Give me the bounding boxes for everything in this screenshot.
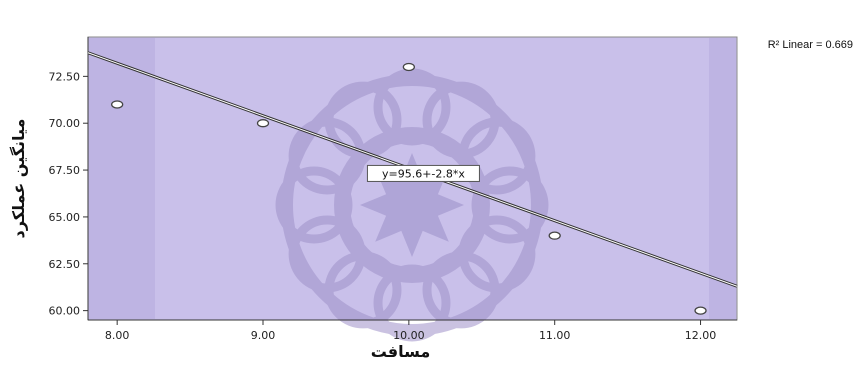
y-tick-label: 67.50 [49, 164, 81, 177]
equation-text: y=95.6+-2.8*x [382, 167, 465, 180]
y-axis-title: میانگین عملکرد [9, 119, 28, 239]
y-tick-label: 70.00 [49, 117, 81, 130]
data-point [694, 306, 707, 315]
y-tick-label: 60.00 [49, 305, 81, 318]
y-tick-label: 72.50 [49, 70, 81, 83]
plot-right-band [709, 38, 736, 319]
x-tick-label: 8.00 [105, 329, 130, 342]
plot-left-band [89, 38, 155, 319]
x-tick-label: 10.00 [393, 329, 425, 342]
data-point [548, 231, 561, 240]
data-point [111, 100, 124, 109]
data-point [402, 62, 416, 72]
y-tick-label: 62.50 [49, 258, 81, 271]
data-point [256, 119, 270, 128]
x-tick-label: 9.00 [251, 329, 276, 342]
data-points [111, 62, 707, 315]
y-tick-label: 65.00 [49, 211, 81, 224]
equation-label: y=95.6+-2.8*x [366, 164, 480, 182]
x-axis-title: مسافت [371, 342, 431, 361]
x-tick-label: 12.00 [685, 329, 717, 342]
y-axis: 60.00 62.50 65.00 67.50 70.00 72.50 [49, 37, 89, 320]
r-squared-label: R² Linear = 0.669 [768, 39, 853, 51]
x-tick-label: 11.00 [539, 329, 571, 342]
x-axis: 8.00 9.00 10.00 11.00 12.00 [88, 319, 737, 342]
